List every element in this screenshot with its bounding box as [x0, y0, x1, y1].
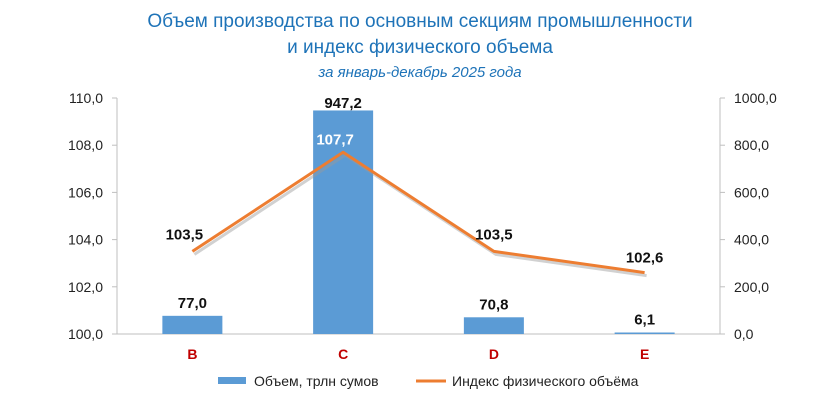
chart-title-line1: Объем производства по основным секциям п…: [147, 11, 693, 32]
bar-C: [313, 110, 374, 334]
legend-label-line: Индекс физического объёма: [452, 373, 639, 389]
bar-B: [162, 315, 223, 334]
legend-label-bar: Объем, трлн сумов: [254, 373, 379, 389]
series-line-shadow: [193, 153, 647, 278]
y-right-tick-label: 0,0: [734, 326, 754, 342]
bar-D: [463, 317, 524, 334]
legend-swatch-bar: [218, 377, 246, 384]
chart-title-line2: и индекс физического объема: [287, 37, 553, 58]
y-left-tick-label: 108,0: [68, 137, 103, 153]
bar-data-label: 77,0: [178, 295, 207, 312]
y-right-tick-label: 1000,0: [734, 90, 777, 106]
y-left-tick-label: 102,0: [68, 279, 103, 295]
bar-data-label: 947,2: [324, 95, 362, 112]
y-right-tick-label: 800,0: [734, 137, 769, 153]
x-tick-label: C: [338, 346, 348, 362]
series-line-index: [191, 150, 645, 275]
x-tick-label: E: [640, 346, 649, 362]
chart-subtitle: за январь-декабрь 2025 года: [318, 64, 522, 81]
bar-data-label: 70,8: [479, 296, 508, 313]
line-data-label: 103,5: [166, 226, 204, 243]
y-left-tick-label: 100,0: [68, 326, 103, 342]
y-right-tick-label: 600,0: [734, 184, 769, 200]
line-data-label: 102,6: [626, 250, 664, 267]
y-left-tick-label: 104,0: [68, 232, 103, 248]
y-left-tick-label: 110,0: [69, 90, 103, 106]
bar-data-label: 6,1: [634, 312, 655, 329]
y-left-tick-label: 106,0: [68, 184, 103, 200]
x-tick-label: D: [489, 346, 499, 362]
line-data-label: 103,5: [475, 226, 513, 243]
line-data-label: 107,7: [316, 131, 354, 148]
x-tick-label: B: [187, 346, 197, 362]
y-right-tick-label: 400,0: [734, 232, 769, 248]
bar-E: [614, 332, 675, 334]
y-right-tick-label: 200,0: [734, 279, 769, 295]
